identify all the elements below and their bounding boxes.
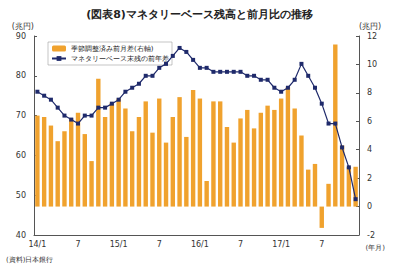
svg-text:2: 2 xyxy=(367,174,372,183)
svg-text:10: 10 xyxy=(367,60,377,69)
svg-text:15/1: 15/1 xyxy=(110,240,128,249)
svg-text:60: 60 xyxy=(16,151,26,160)
svg-text:マネタリーベース末残の前年差: マネタリーベース末残の前年差 xyxy=(71,55,169,63)
svg-text:7: 7 xyxy=(75,240,80,249)
svg-text:7: 7 xyxy=(238,240,243,249)
svg-text:(図表8)マネタリーベース残高と前月比の推移: (図表8)マネタリーベース残高と前月比の推移 xyxy=(86,8,313,21)
svg-text:14/1: 14/1 xyxy=(28,240,46,249)
svg-text:(資料)日本銀行: (資料)日本銀行 xyxy=(6,256,53,264)
svg-text:17/1: 17/1 xyxy=(272,240,290,249)
svg-text:(兆円): (兆円) xyxy=(359,22,381,31)
svg-text:80: 80 xyxy=(16,71,26,80)
svg-text:50: 50 xyxy=(16,191,26,200)
svg-text:6: 6 xyxy=(367,117,372,126)
svg-text:季節調整済み前月差(右軸): 季節調整済み前月差(右軸) xyxy=(71,45,154,53)
svg-text:(兆円): (兆円) xyxy=(12,22,34,31)
svg-text:16/1: 16/1 xyxy=(191,240,209,249)
svg-text:70: 70 xyxy=(16,111,26,120)
svg-text:90: 90 xyxy=(16,32,26,41)
svg-text:4: 4 xyxy=(367,145,372,154)
svg-text:0: 0 xyxy=(367,202,372,211)
svg-text:-2: -2 xyxy=(367,231,375,240)
svg-text:7: 7 xyxy=(319,240,324,249)
svg-text:40: 40 xyxy=(16,231,26,240)
svg-text:12: 12 xyxy=(367,32,377,41)
svg-text:8: 8 xyxy=(367,88,372,97)
svg-text:7: 7 xyxy=(157,240,162,249)
svg-text:(年月): (年月) xyxy=(366,244,386,252)
